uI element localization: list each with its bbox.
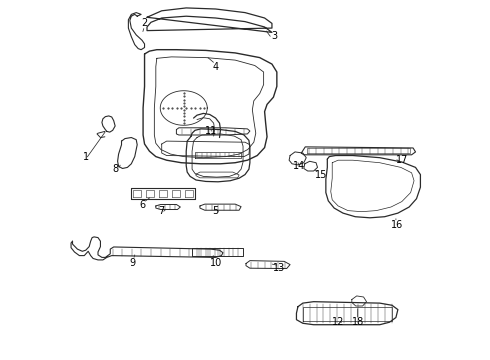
Text: 6: 6 bbox=[139, 200, 145, 210]
Text: 7: 7 bbox=[159, 206, 165, 216]
Text: 8: 8 bbox=[112, 164, 118, 174]
Text: 9: 9 bbox=[129, 258, 135, 268]
Text: 15: 15 bbox=[315, 170, 327, 180]
Text: 10: 10 bbox=[210, 258, 221, 268]
Text: 1: 1 bbox=[83, 152, 89, 162]
Text: 17: 17 bbox=[395, 155, 408, 165]
Text: 18: 18 bbox=[352, 317, 364, 327]
Text: 2: 2 bbox=[142, 18, 147, 28]
Text: 16: 16 bbox=[391, 220, 403, 230]
Text: 3: 3 bbox=[271, 31, 277, 41]
Text: 4: 4 bbox=[213, 62, 219, 72]
Text: 12: 12 bbox=[332, 317, 344, 327]
Text: 5: 5 bbox=[213, 206, 219, 216]
Text: 11: 11 bbox=[205, 126, 217, 136]
Text: 14: 14 bbox=[293, 161, 305, 171]
Text: 13: 13 bbox=[273, 263, 285, 273]
